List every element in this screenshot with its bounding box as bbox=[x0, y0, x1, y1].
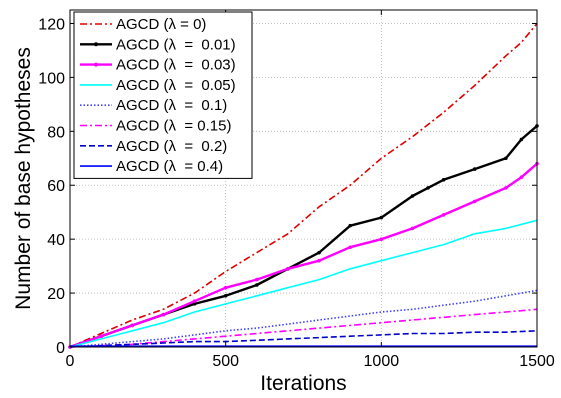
x-tick-label: 1500 bbox=[519, 353, 555, 370]
series-point-3 bbox=[161, 312, 166, 317]
x-tick-label: 1000 bbox=[364, 353, 400, 370]
series-line-1 bbox=[69, 22, 538, 348]
series-point-3 bbox=[192, 299, 197, 303]
series-point-3 bbox=[519, 175, 524, 179]
series-point-2 bbox=[410, 194, 415, 198]
y-tick-label: 40 bbox=[47, 232, 65, 249]
series-point-2 bbox=[379, 215, 384, 220]
series-point-3 bbox=[410, 226, 415, 231]
series-point-2 bbox=[472, 167, 477, 171]
series-point-2 bbox=[223, 293, 228, 298]
series-line-7 bbox=[69, 330, 538, 348]
series-point-3 bbox=[286, 267, 290, 271]
legend-label: AGCD (λ = 0) bbox=[116, 16, 206, 33]
series-point-2 bbox=[254, 283, 259, 287]
series-line-5 bbox=[69, 289, 538, 348]
series-point-3 bbox=[130, 323, 135, 328]
series-point-3 bbox=[504, 186, 508, 190]
legend-label: AGCD (λ = 0.15) bbox=[116, 118, 231, 135]
y-tick-label: 120 bbox=[38, 16, 65, 33]
series-layer bbox=[68, 22, 539, 349]
y-tick-label: 0 bbox=[56, 340, 65, 357]
series-line-4 bbox=[69, 219, 538, 348]
y-tick-label: 20 bbox=[47, 286, 65, 303]
y-axis-label: Number of base hypotheses bbox=[12, 47, 35, 310]
series-point-2 bbox=[519, 137, 524, 142]
legend-label: AGCD (λ = 0.1) bbox=[116, 97, 227, 114]
legend-marker bbox=[94, 62, 98, 67]
series-point-2 bbox=[192, 302, 197, 306]
legend-label: AGCD (λ = 0.4) bbox=[116, 158, 223, 175]
series-point-3 bbox=[99, 334, 103, 339]
legend-label: AGCD (λ = 0.03) bbox=[116, 57, 236, 74]
y-tick-label: 60 bbox=[47, 178, 65, 195]
series-point-2 bbox=[504, 156, 508, 161]
series-point-3 bbox=[348, 245, 353, 250]
x-tick-label: 500 bbox=[212, 353, 239, 370]
legend-marker bbox=[94, 42, 98, 47]
x-axis-label: Iterations bbox=[260, 372, 346, 395]
legend-label: AGCD (λ = 0.05) bbox=[116, 77, 236, 94]
series-point-2 bbox=[317, 250, 321, 255]
axes-box bbox=[69, 9, 538, 348]
series-point-3 bbox=[223, 285, 228, 290]
series-point-3 bbox=[317, 258, 321, 263]
legend-box bbox=[73, 11, 253, 179]
series-point-3 bbox=[472, 199, 477, 204]
y-tick-label: 80 bbox=[47, 124, 65, 141]
series-point-2 bbox=[426, 186, 430, 190]
series-point-3 bbox=[379, 237, 384, 241]
legend-label: AGCD (λ = 0.2) bbox=[116, 138, 227, 155]
ticks: 0 500 1000 1500 0 20 40 60 80 100 120 bbox=[38, 10, 555, 370]
series-point-3 bbox=[254, 277, 259, 282]
series-point-2 bbox=[441, 178, 446, 182]
legend: AGCD (λ = 0) AGCD (λ = 0.01) AGCD (λ = 0.0… bbox=[73, 11, 253, 179]
series-point-2 bbox=[348, 223, 353, 228]
legend-label: AGCD (λ = 0.01) bbox=[116, 36, 236, 53]
series-point-3 bbox=[441, 213, 446, 217]
y-tick-label: 100 bbox=[38, 70, 65, 87]
x-tick-label: 0 bbox=[66, 353, 75, 370]
